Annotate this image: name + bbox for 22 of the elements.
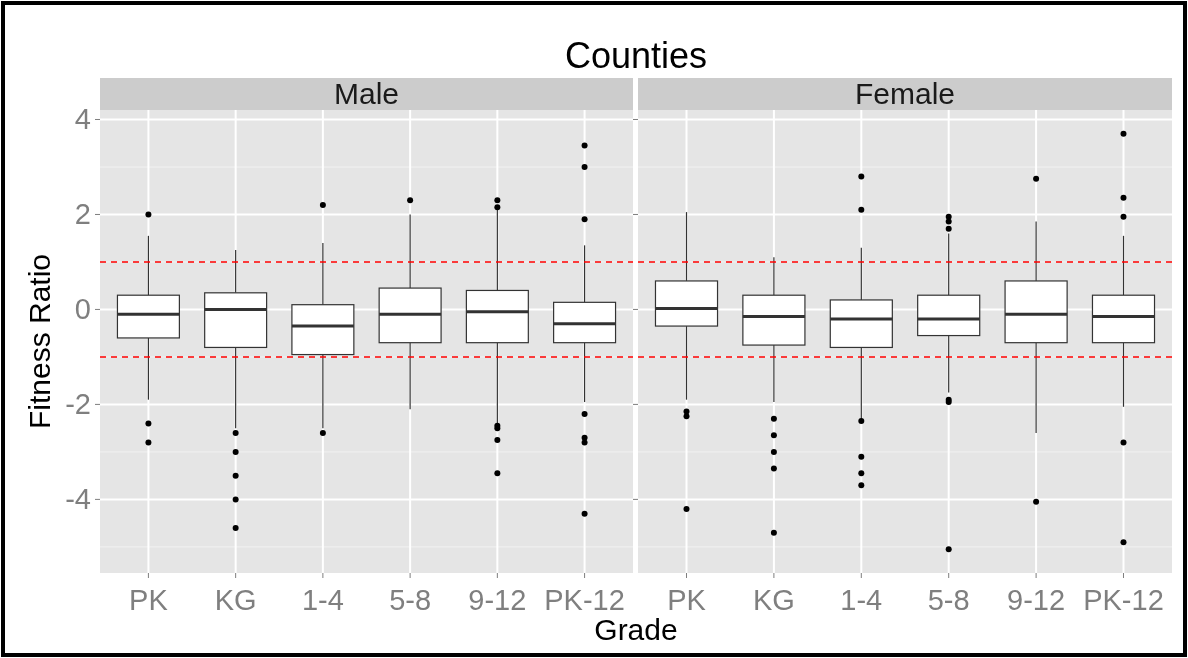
x-tick-label: 5-8 [927,584,970,616]
x-tick-label: PK-12 [544,584,625,616]
x-tick-label: KG [752,584,795,616]
y-tick-label: -2 [65,388,91,421]
x-tick-label: 9-12 [1007,584,1066,616]
x-tick-label: PK-12 [1083,584,1164,616]
y-tick-label: 2 [74,198,91,231]
x-tick-label: PK [129,584,169,616]
x-tick-label: 1-4 [301,584,344,616]
y-tick-label: 4 [74,103,91,136]
y-axis-title: Fitness Ratio [23,253,56,430]
x-tick-label: PK [667,584,707,616]
y-tick-label: -4 [65,483,91,516]
x-tick-label: KG [214,584,257,616]
chart-subtitle: Male [333,77,400,110]
x-tick-label: 9-12 [468,584,527,616]
chart-subtitle: Female [854,77,956,110]
x-axis-title: Grade [594,613,678,646]
x-tick-label: 1-4 [840,584,883,616]
chart-title: Counties [564,35,708,76]
y-tick-label: 0 [74,293,91,326]
x-tick-label: 5-8 [389,584,432,616]
